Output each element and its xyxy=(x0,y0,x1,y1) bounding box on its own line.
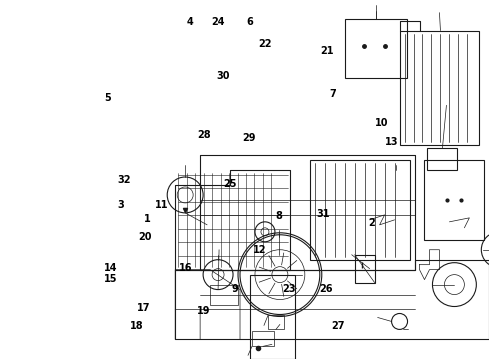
Text: 21: 21 xyxy=(320,46,334,56)
Text: 7: 7 xyxy=(330,89,336,99)
Text: 1: 1 xyxy=(144,215,150,224)
Text: 3: 3 xyxy=(117,200,124,210)
Text: 4: 4 xyxy=(187,17,194,27)
Text: 20: 20 xyxy=(139,232,152,242)
Bar xyxy=(268,315,284,329)
Bar xyxy=(210,285,238,305)
Text: 27: 27 xyxy=(331,321,344,331)
Text: 8: 8 xyxy=(276,211,283,221)
Text: 26: 26 xyxy=(319,284,332,294)
Text: 13: 13 xyxy=(385,138,398,147)
Text: 10: 10 xyxy=(375,118,389,128)
Text: 28: 28 xyxy=(197,130,211,140)
Text: 25: 25 xyxy=(223,179,237,189)
Bar xyxy=(250,275,295,359)
Bar xyxy=(252,332,274,346)
Text: 31: 31 xyxy=(317,209,330,219)
Text: 24: 24 xyxy=(211,17,224,27)
Text: 2: 2 xyxy=(368,218,375,228)
Text: 9: 9 xyxy=(232,284,239,294)
Bar xyxy=(355,255,375,283)
Text: 29: 29 xyxy=(242,134,256,143)
Text: 19: 19 xyxy=(196,306,210,316)
Text: 30: 30 xyxy=(216,71,230,81)
Text: 6: 6 xyxy=(246,17,253,27)
Text: 5: 5 xyxy=(104,93,111,103)
Text: 17: 17 xyxy=(137,303,150,314)
Bar xyxy=(345,19,407,78)
Bar xyxy=(310,160,410,260)
Bar xyxy=(424,160,484,240)
Text: 23: 23 xyxy=(282,284,296,294)
Text: 14: 14 xyxy=(104,263,118,273)
Text: 16: 16 xyxy=(179,263,192,273)
Bar xyxy=(427,148,457,170)
Bar xyxy=(399,31,479,145)
Text: 11: 11 xyxy=(155,200,169,210)
Text: 22: 22 xyxy=(258,40,271,49)
Text: 18: 18 xyxy=(130,321,144,331)
Text: 12: 12 xyxy=(253,245,267,255)
Text: 15: 15 xyxy=(104,274,118,284)
Text: 32: 32 xyxy=(118,175,131,185)
